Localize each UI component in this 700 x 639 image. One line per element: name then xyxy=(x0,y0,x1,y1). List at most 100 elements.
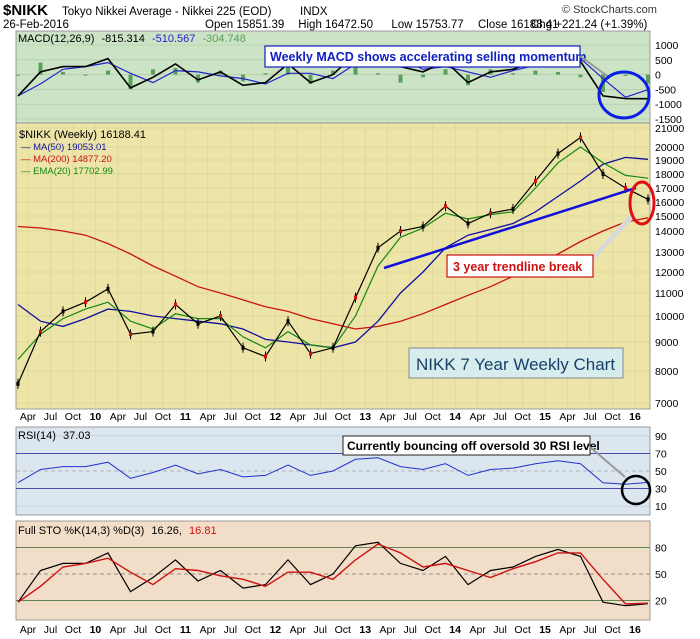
x-tick-label: Apr xyxy=(559,411,576,423)
price-candle xyxy=(466,221,470,226)
price-candle xyxy=(399,229,402,233)
exchange-label: INDX xyxy=(300,6,328,18)
ohlc-close: Close 16188.41 xyxy=(478,19,559,31)
x-tick-label: 14 xyxy=(449,624,461,636)
x-tick-label: 15 xyxy=(539,411,551,423)
macd-histogram-bar xyxy=(128,74,133,90)
x-tick-label: Apr xyxy=(200,624,217,636)
x-tick-label: 14 xyxy=(449,411,461,423)
macd-histogram-bar xyxy=(556,71,560,75)
macd-annotation-pointer xyxy=(579,55,611,79)
macd-histogram-bar xyxy=(241,74,245,82)
ohlc-open: Open 15851.39 xyxy=(205,19,284,31)
x-tick-label: Oct xyxy=(514,624,530,636)
price-candle xyxy=(39,329,42,334)
sto-label: Full STO %K(14,3) %D(3) xyxy=(18,525,144,537)
macd-histogram-bar xyxy=(511,73,515,75)
x-tick-label: Oct xyxy=(424,411,440,423)
macd-tick-label: 1000 xyxy=(655,40,679,52)
price-candle xyxy=(534,179,537,183)
rsi-tick-label: 30 xyxy=(655,484,667,496)
price-tick-label: 10000 xyxy=(655,311,684,323)
x-tick-label: Oct xyxy=(155,411,171,423)
change-value: Chg +221.24 (+1.39%) xyxy=(531,19,648,31)
chart-header: $NIKK Tokyo Nikkei Average - Nikkei 225 … xyxy=(3,2,657,31)
price-candle xyxy=(556,151,560,156)
watermark: © StockCharts.com xyxy=(562,4,657,16)
macd-histogram-bar xyxy=(38,62,43,75)
price-tick-label: 12000 xyxy=(655,267,684,279)
price-tick-label: 14000 xyxy=(655,226,684,238)
macd-highlight-circle xyxy=(597,70,651,120)
macd-histogram-bar xyxy=(263,73,268,75)
price-legend-item: $NIKK (Weekly) 16188.41 xyxy=(19,129,146,141)
x-tick-label: Oct xyxy=(245,411,261,423)
x-tick-label: Oct xyxy=(335,411,351,423)
macd-histogram-bar xyxy=(61,71,65,75)
macd-histogram-bar xyxy=(376,73,380,75)
price-layer xyxy=(16,132,650,389)
sto-tick-label: 50 xyxy=(655,569,667,581)
price-legend-item: — EMA(20) 17702.99 xyxy=(21,166,113,177)
x-tick-label: Jul xyxy=(493,624,506,636)
rsi-tick-label: 50 xyxy=(655,466,667,478)
x-tick-label: 12 xyxy=(269,411,281,423)
x-tick-label: Jul xyxy=(493,411,506,423)
price-legend-item: — MA(50) 19053.01 xyxy=(21,142,107,153)
x-tick-label: Jul xyxy=(403,411,416,423)
ohlc-high: High 16472.50 xyxy=(298,19,373,31)
x-tick-label: Apr xyxy=(110,624,127,636)
x-tick-label: Jul xyxy=(44,624,57,636)
price-legend: $NIKK (Weekly) 16188.41— MA(50) 19053.01… xyxy=(19,129,146,177)
x-tick-label: 13 xyxy=(359,624,371,636)
sto-k-line xyxy=(17,541,649,607)
price-candle xyxy=(624,186,627,190)
macd-histogram-bar xyxy=(106,70,110,75)
x-tick-label: Jul xyxy=(224,411,237,423)
price-tick-label: 11000 xyxy=(655,288,684,300)
price-legend-item: — MA(200) 14877.20 xyxy=(21,154,112,165)
rsi-tick-label: 70 xyxy=(655,448,667,460)
price-candle xyxy=(264,354,267,359)
price-candle xyxy=(174,302,177,307)
price-candle xyxy=(84,300,87,305)
sto-d-value: 16.81 xyxy=(189,525,217,537)
trendline-annotation: 3 year trendline break xyxy=(383,180,656,278)
x-tick-label: Oct xyxy=(65,411,81,423)
price-candle xyxy=(354,295,357,300)
macd-value: -815.314 xyxy=(101,33,144,45)
macd-histogram-bar xyxy=(421,74,425,78)
price-candle xyxy=(489,211,492,216)
x-tick-label: Oct xyxy=(604,624,620,636)
price-tick-label: 21000 xyxy=(655,123,684,135)
price-candle xyxy=(129,332,132,337)
price-candle xyxy=(421,224,425,229)
x-tick-label: Apr xyxy=(469,411,486,423)
macd-histogram-bar xyxy=(443,69,448,75)
rsi-layer xyxy=(17,457,649,485)
x-tick-label: 12 xyxy=(269,624,281,636)
sto-panel xyxy=(15,520,651,621)
x-tick-label: Apr xyxy=(380,624,397,636)
x-tick-label: Apr xyxy=(200,411,217,423)
x-tick-label: Apr xyxy=(380,411,397,423)
x-tick-label: Apr xyxy=(110,411,127,423)
macd-tick-label: 0 xyxy=(655,70,661,82)
macd-tick-label: -500 xyxy=(655,84,676,96)
x-tick-label: Jul xyxy=(134,624,147,636)
rsi-highlight-circle xyxy=(620,474,652,506)
macd-tick-label: -1500 xyxy=(655,114,682,126)
x-tick-label: 13 xyxy=(359,411,371,423)
price-candle xyxy=(309,351,312,356)
sto-k-value: 16.26, xyxy=(151,525,182,537)
rsi-value: 37.03 xyxy=(63,430,91,442)
x-tick-label: Jul xyxy=(44,411,57,423)
price-candle xyxy=(601,172,605,176)
rsi-tick-label: 90 xyxy=(655,431,667,443)
macd-annotation-text: Weekly MACD shows accelerating selling m… xyxy=(270,50,587,64)
svg-text:MACD(12,26,9) -815.314: MACD(12,26,9) -815.314 -510.567 -304.748 xyxy=(18,33,246,45)
macd-signal-value: -510.567 xyxy=(152,33,195,45)
rsi-line xyxy=(17,457,649,485)
